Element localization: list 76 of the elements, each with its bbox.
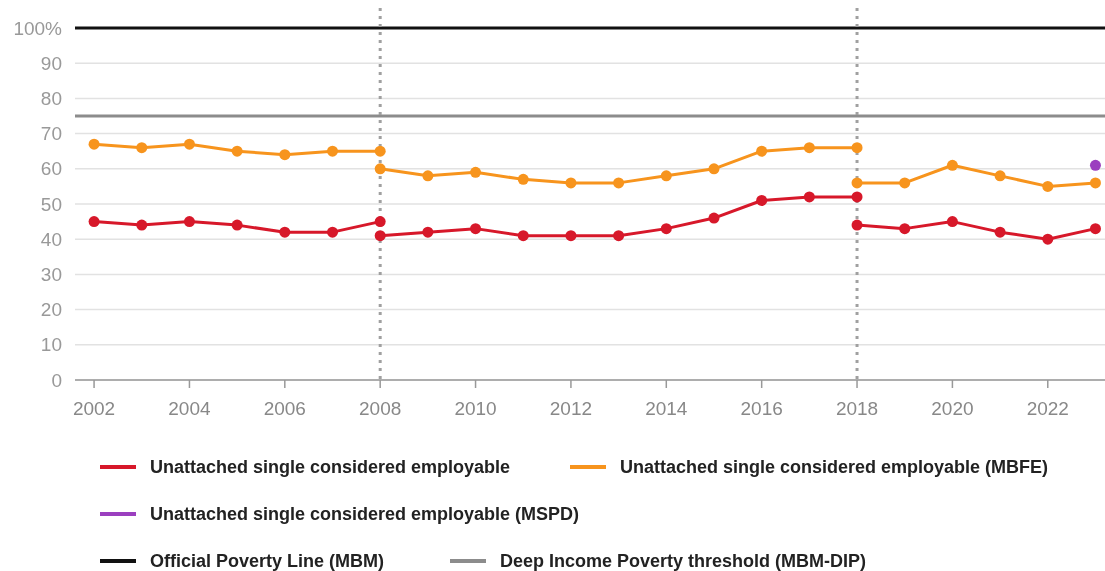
point: [374, 230, 386, 242]
y-tick-label: 40: [40, 228, 62, 250]
point: [1089, 159, 1101, 171]
point: [613, 177, 625, 189]
x-tick-label: 2020: [931, 398, 974, 419]
point: [660, 223, 672, 235]
x-tick-label: 2002: [72, 398, 116, 419]
point: [899, 223, 911, 235]
point: [327, 145, 338, 157]
point: [136, 219, 148, 231]
x-tick-label: 2012: [549, 398, 593, 419]
x-tick-label: 2014: [645, 398, 688, 419]
point: [851, 219, 863, 231]
point: [756, 145, 768, 157]
x-tick-label: 2018: [835, 398, 879, 419]
point: [708, 212, 720, 224]
point: [899, 177, 911, 189]
point: [279, 226, 291, 238]
point: [517, 173, 529, 185]
point: [183, 216, 195, 228]
point: [517, 230, 529, 242]
x-tick-label: 2006: [263, 398, 306, 419]
x-tick-label: 2016: [740, 398, 783, 419]
point: [803, 142, 815, 154]
y-tick-label: 60: [40, 158, 62, 180]
point: [1042, 233, 1054, 245]
point: [946, 159, 958, 171]
x-tick-label: 2008: [359, 398, 402, 419]
point: [88, 216, 100, 228]
point: [565, 230, 577, 242]
y-tick-label: 90: [40, 52, 62, 74]
legend-label: Unattached single considered employable: [150, 457, 511, 478]
point: [374, 145, 386, 157]
point: [231, 145, 243, 157]
y-tick-label: 70: [40, 123, 62, 145]
y-tick-label: 80: [40, 88, 62, 110]
point: [946, 216, 958, 228]
legend-label: Deep Income Poverty threshold (MBM-DIP): [500, 551, 867, 571]
point: [231, 219, 243, 231]
point: [994, 170, 1006, 182]
point: [422, 226, 434, 238]
point: [327, 226, 338, 238]
point: [1042, 180, 1054, 192]
legend-label: Unattached single considered employable (MSPD): [150, 504, 580, 525]
point: [851, 177, 863, 189]
point: [374, 216, 386, 228]
point: [994, 226, 1006, 238]
point: [851, 191, 863, 203]
y-tick-label: 0: [51, 369, 62, 391]
point: [470, 166, 482, 178]
x-tick-label: 2022: [1026, 398, 1069, 419]
y-tick-label: 30: [40, 264, 62, 286]
point: [756, 194, 768, 206]
point: [613, 230, 625, 242]
point: [279, 149, 291, 161]
point: [136, 142, 148, 154]
y-tick-label: 20: [40, 299, 62, 321]
point: [851, 142, 863, 154]
point: [708, 163, 720, 175]
point: [183, 138, 195, 150]
legend-label: Official Poverty Line (MBM): [150, 551, 385, 571]
point: [88, 138, 100, 150]
point: [565, 177, 577, 189]
y-tick-label: 100%: [13, 17, 63, 39]
x-tick-label: 2004: [168, 398, 211, 419]
x-tick-label: 2010: [454, 398, 497, 419]
point: [803, 191, 815, 203]
point: [374, 163, 386, 175]
point: [470, 223, 482, 235]
y-tick-label: 50: [40, 193, 62, 215]
point: [1089, 177, 1101, 189]
point: [660, 170, 672, 182]
point: [1089, 223, 1101, 235]
y-tick-label: 10: [40, 334, 62, 356]
point: [422, 170, 434, 182]
legend-label: Unattached single considered employable (MBFE): [620, 457, 1049, 478]
